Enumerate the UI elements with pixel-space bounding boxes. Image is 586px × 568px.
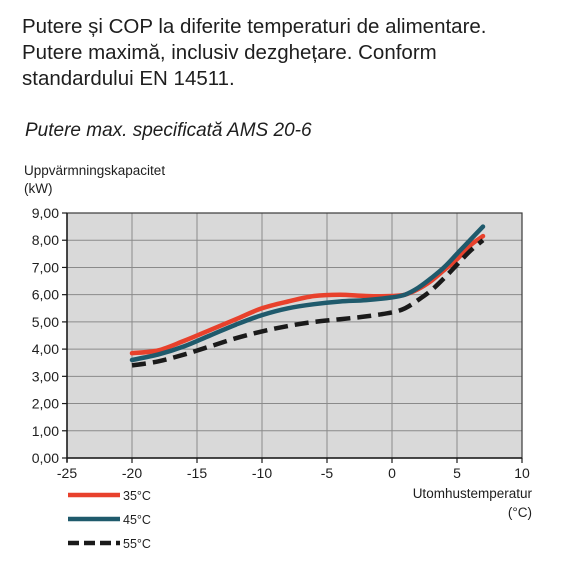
y-tick-label-3: 3,00 (32, 368, 59, 384)
x-tick-label-5: 0 (388, 465, 396, 481)
y-tick-label-4: 4,00 (32, 341, 59, 357)
x-axis-label-line-2: (°C) (507, 505, 532, 520)
y-tick-label-1: 1,00 (32, 423, 59, 439)
y-tick-label-9: 9,00 (32, 205, 59, 221)
x-tick-label-2: -15 (187, 465, 207, 481)
x-axis-label: Utomhustemperatur (°C) (372, 484, 532, 522)
y-tick-label-5: 5,00 (32, 314, 59, 330)
y-tick-label-6: 6,00 (32, 287, 59, 303)
plot-area (67, 213, 522, 458)
heading-line-1: Putere și COP la diferite temperaturi de… (22, 15, 487, 38)
heading-line-3: standardului EN 14511. (22, 67, 235, 90)
y-axis-label: Uppvärmningskapacitet (kW) (24, 162, 165, 198)
legend-label-2: 45°C (123, 513, 151, 527)
legend-label-1: 35°C (123, 489, 151, 503)
x-tick-label-6: 5 (453, 465, 461, 481)
heading-line-2: Putere maximă, inclusiv dezghețare. Conf… (22, 41, 437, 64)
x-tick-label-1: -20 (122, 465, 142, 481)
x-tick-label-0: -25 (57, 465, 77, 481)
y-axis-label-line-1: Uppvärmningskapacitet (24, 163, 166, 178)
chart-title: Putere max. specificată AMS 20-6 (25, 120, 312, 141)
y-tick-label-7: 7,00 (32, 259, 59, 275)
x-axis-label-line-1: Utomhustemperatur (412, 486, 532, 501)
x-tick-label-7: 10 (514, 465, 530, 481)
y-tick-label-2: 2,00 (32, 396, 59, 412)
series-line-2 (129, 224, 486, 363)
y-axis-label-line-2: (kW) (24, 181, 53, 196)
x-tick-label-4: -5 (321, 465, 334, 481)
heading: Putere și COP la diferite temperaturi de… (22, 14, 572, 92)
legend-label-3: 55°C (123, 537, 151, 551)
x-tick-label-3: -10 (252, 465, 272, 481)
y-tick-label-8: 8,00 (32, 232, 59, 248)
y-tick-label-0: 0,00 (32, 450, 59, 466)
